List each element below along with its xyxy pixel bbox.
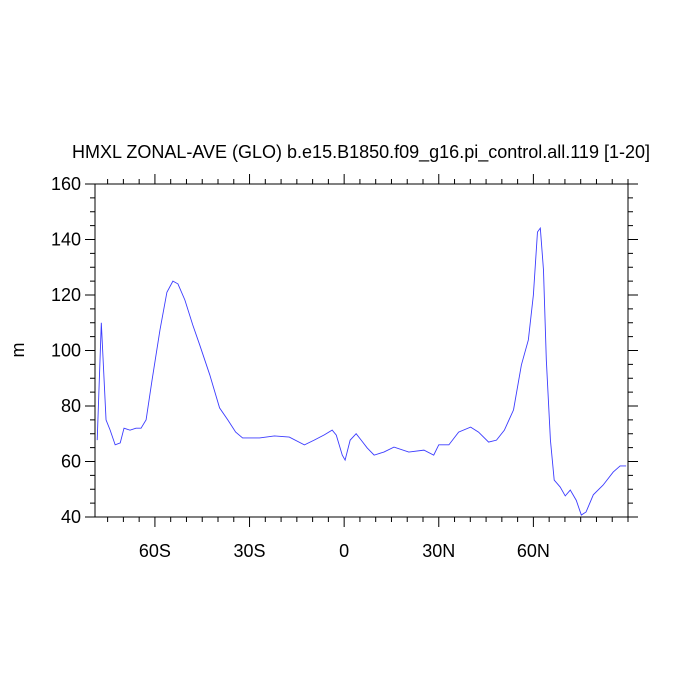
y-tick-label: 60 (61, 452, 81, 472)
chart-title: HMXL ZONAL-AVE (GLO) b.e15.B1850.f09_g16… (72, 142, 650, 163)
y-tick-label: 80 (61, 396, 81, 416)
y-tick-label: 160 (51, 174, 81, 194)
y-axis-label: m (8, 343, 28, 358)
y-tick-label: 100 (51, 341, 81, 361)
y-tick-label: 140 (51, 230, 81, 250)
x-tick-label: 30S (234, 541, 266, 561)
y-tick-label: 120 (51, 285, 81, 305)
data-line (96, 226, 627, 516)
x-tick-label: 30N (422, 541, 455, 561)
x-tick-label: 60S (139, 541, 171, 561)
x-tick-label: 60N (517, 541, 550, 561)
x-tick-label: 0 (339, 541, 349, 561)
plot-frame (94, 183, 629, 518)
y-tick-label: 40 (61, 507, 81, 527)
